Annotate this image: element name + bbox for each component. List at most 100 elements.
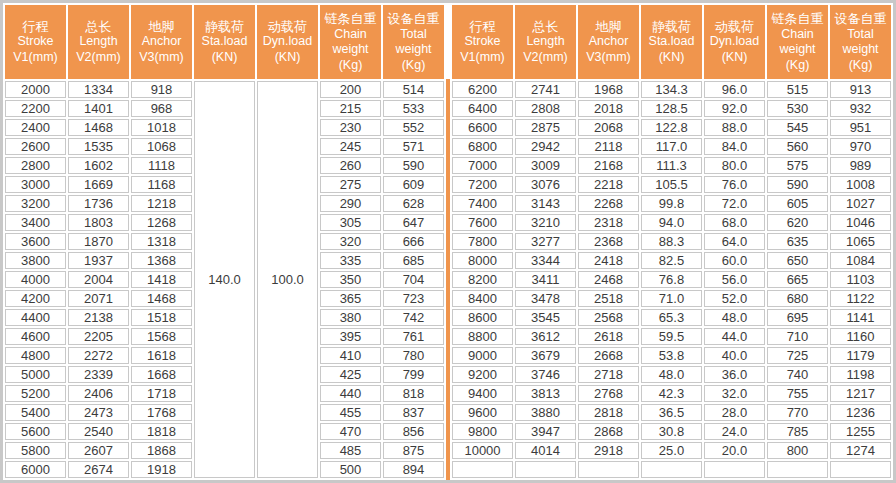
cell: 290: [320, 195, 381, 212]
cell: 666: [383, 233, 444, 250]
cell: 500: [320, 461, 381, 478]
cell: 7000: [452, 157, 513, 174]
cell: 2868: [578, 423, 639, 440]
cell: 2768: [578, 385, 639, 402]
cell: 64.0: [704, 233, 765, 250]
cell: 2875: [515, 119, 576, 136]
cell: 913: [830, 81, 891, 98]
cell: 704: [383, 271, 444, 288]
table-row: 76003210231894.068.06201046: [452, 214, 891, 231]
cell: 2268: [578, 195, 639, 212]
cell: 3813: [515, 385, 576, 402]
cell: 647: [383, 214, 444, 231]
cell: 10000: [452, 442, 513, 459]
cell: 2000: [5, 81, 66, 98]
cell: 6400: [452, 100, 513, 117]
header-label-zh: 链条自重: [767, 11, 828, 27]
cell: 761: [383, 328, 444, 345]
cell: 28.0: [704, 404, 765, 421]
cell: 30.8: [641, 423, 702, 440]
cell: 4014: [515, 442, 576, 459]
cell: 245: [320, 138, 381, 155]
cell: 105.5: [641, 176, 702, 193]
cell: 2607: [68, 442, 129, 459]
table-row: 98003947286830.824.07851255: [452, 423, 891, 440]
cell: 1718: [131, 385, 192, 402]
cell: 740: [767, 366, 828, 383]
cell: 628: [383, 195, 444, 212]
header-label-en: Dyn.load: [704, 34, 765, 50]
cell: 770: [767, 404, 828, 421]
cell: 8800: [452, 328, 513, 345]
cell: 1068: [131, 138, 192, 155]
cell: 36.5: [641, 404, 702, 421]
cell: 3000: [5, 176, 66, 193]
cell: 2218: [578, 176, 639, 193]
cell: 1160: [830, 328, 891, 345]
column-header: 地脚AnchorV3(mm): [578, 5, 639, 79]
header-label-en: (Kg): [830, 58, 891, 74]
header-label-en: weight: [830, 42, 891, 58]
cell: 545: [767, 119, 828, 136]
header-label-en: Total: [383, 27, 444, 43]
cell: 99.8: [641, 195, 702, 212]
cell: 1122: [830, 290, 891, 307]
header-label-zh: 设备自重: [830, 11, 891, 27]
cell: 1818: [131, 423, 192, 440]
cell: 1217: [830, 385, 891, 402]
cell: 6000: [5, 461, 66, 478]
column-header: 动载荷Dyn.load(KN): [704, 5, 765, 79]
cell: 44.0: [704, 328, 765, 345]
cell: 470: [320, 423, 381, 440]
cell: 665: [767, 271, 828, 288]
cell: 3880: [515, 404, 576, 421]
cell: 3545: [515, 309, 576, 326]
cell: [641, 461, 702, 478]
cell: 3612: [515, 328, 576, 345]
cell: 5800: [5, 442, 66, 459]
table-row: 78003277236888.364.06351065: [452, 233, 891, 250]
cell: 1236: [830, 404, 891, 421]
table-row: 84003478251871.052.06801122: [452, 290, 891, 307]
table-row: 82003411246876.856.06651103: [452, 271, 891, 288]
cell: 2942: [515, 138, 576, 155]
cell: 723: [383, 290, 444, 307]
cell: [767, 461, 828, 478]
cell: 7400: [452, 195, 513, 212]
cell: 350: [320, 271, 381, 288]
cell: 100.0: [257, 81, 318, 478]
cell: 2400: [5, 119, 66, 136]
cell: 9400: [452, 385, 513, 402]
table-row: 660028752068122.888.0545951: [452, 119, 891, 136]
header-label-en: V1(mm): [5, 50, 66, 66]
header-label-en: (KN): [194, 50, 255, 66]
cell: 2473: [68, 404, 129, 421]
column-header: 设备自重Totalweight(Kg): [383, 5, 444, 79]
header-row: 行程StrokeV1(mm)总长LengthV2(mm)地脚AnchorV3(m…: [452, 5, 891, 79]
cell: 1418: [131, 271, 192, 288]
cell: 84.0: [704, 138, 765, 155]
cell: 4400: [5, 309, 66, 326]
cell: 485: [320, 442, 381, 459]
cell: 1803: [68, 214, 129, 231]
cell: 1736: [68, 195, 129, 212]
cell: 111.3: [641, 157, 702, 174]
header-label-en: (Kg): [767, 58, 828, 74]
cell: 92.0: [704, 100, 765, 117]
cell: 48.0: [704, 309, 765, 326]
cell: 4600: [5, 328, 66, 345]
cell: 1118: [131, 157, 192, 174]
cell: 425: [320, 366, 381, 383]
column-header: 总长LengthV2(mm): [515, 5, 576, 79]
cell: 590: [383, 157, 444, 174]
cell: 1401: [68, 100, 129, 117]
spec-table-left: 行程StrokeV1(mm)总长LengthV2(mm)地脚AnchorV3(m…: [3, 3, 446, 480]
cell: 3143: [515, 195, 576, 212]
cell: 215: [320, 100, 381, 117]
cell: 1468: [131, 290, 192, 307]
cell: 1198: [830, 366, 891, 383]
cell: 4200: [5, 290, 66, 307]
header-label-en: V2(mm): [68, 50, 129, 66]
cell: 785: [767, 423, 828, 440]
column-header: 链条自重Chainweight(Kg): [320, 5, 381, 79]
